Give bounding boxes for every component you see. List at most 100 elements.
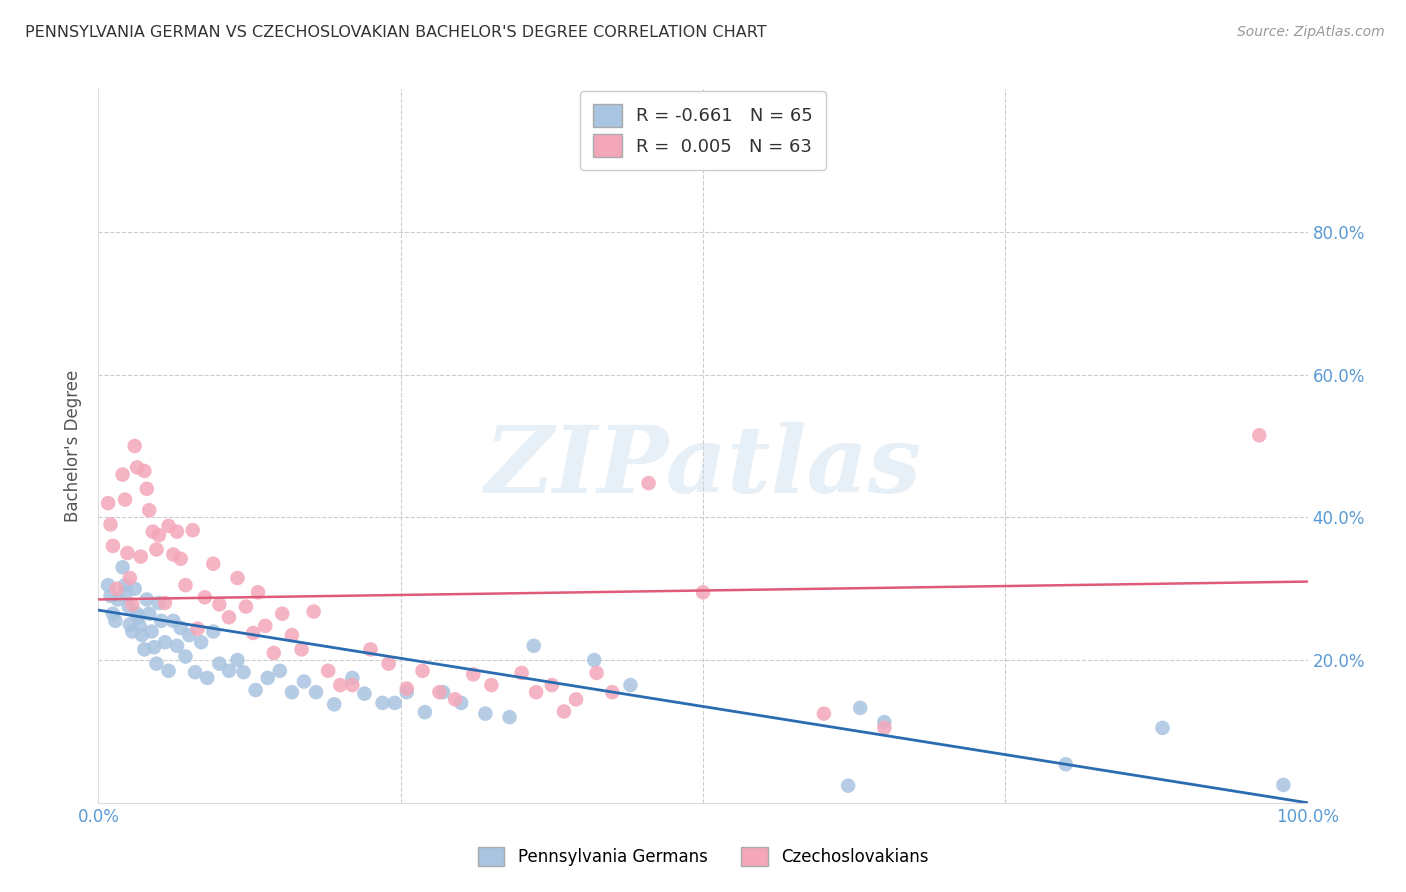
Point — [235, 599, 257, 614]
Point — [218, 610, 240, 624]
Point — [269, 664, 291, 678]
Point — [208, 657, 231, 671]
Point — [153, 596, 176, 610]
Point — [166, 639, 188, 653]
Point — [263, 646, 285, 660]
Point — [232, 665, 254, 680]
Point — [450, 696, 472, 710]
Point — [121, 598, 143, 612]
Point — [124, 582, 146, 596]
Point — [1249, 428, 1271, 442]
Point — [145, 542, 167, 557]
Point — [157, 519, 180, 533]
Point — [1054, 757, 1077, 772]
Point — [121, 624, 143, 639]
Point — [524, 685, 547, 699]
Point — [117, 546, 139, 560]
Point — [377, 657, 399, 671]
Point — [129, 549, 152, 564]
Point — [208, 598, 231, 612]
Point — [395, 681, 418, 696]
Point — [104, 614, 127, 628]
Point — [118, 599, 141, 614]
Point — [131, 628, 153, 642]
Point — [174, 578, 197, 592]
Point — [118, 571, 141, 585]
Point — [281, 628, 304, 642]
Point — [290, 642, 312, 657]
Point — [138, 503, 160, 517]
Point — [1272, 778, 1295, 792]
Point — [540, 678, 562, 692]
Point — [510, 665, 533, 680]
Point — [169, 621, 191, 635]
Text: PENNSYLVANIA GERMAN VS CZECHOSLOVAKIAN BACHELOR'S DEGREE CORRELATION CHART: PENNSYLVANIA GERMAN VS CZECHOSLOVAKIAN B… — [25, 25, 766, 40]
Point — [247, 585, 270, 599]
Point — [184, 665, 207, 680]
Point — [360, 642, 382, 657]
Point — [371, 696, 394, 710]
Point — [101, 607, 124, 621]
Point — [583, 653, 606, 667]
Point — [498, 710, 520, 724]
Point — [187, 622, 209, 636]
Point — [813, 706, 835, 721]
Legend: Pennsylvania Germans, Czechoslovakians: Pennsylvania Germans, Czechoslovakians — [471, 840, 935, 873]
Point — [118, 617, 141, 632]
Point — [127, 460, 149, 475]
Point — [329, 678, 352, 692]
Point — [138, 607, 160, 621]
Point — [145, 657, 167, 671]
Point — [181, 523, 204, 537]
Point — [143, 640, 166, 655]
Point — [111, 467, 134, 482]
Point — [128, 619, 150, 633]
Point — [565, 692, 588, 706]
Point — [226, 571, 249, 585]
Point — [429, 685, 451, 699]
Point — [281, 685, 304, 699]
Point — [474, 706, 496, 721]
Point — [134, 464, 156, 478]
Point — [148, 528, 170, 542]
Point — [323, 698, 346, 712]
Point — [226, 653, 249, 667]
Legend: R = -0.661   N = 65, R =  0.005   N = 63: R = -0.661 N = 65, R = 0.005 N = 63 — [581, 91, 825, 170]
Point — [127, 607, 149, 621]
Point — [837, 779, 859, 793]
Point — [141, 624, 163, 639]
Point — [100, 589, 122, 603]
Point — [585, 665, 607, 680]
Point — [97, 496, 120, 510]
Point — [292, 674, 315, 689]
Point — [135, 482, 157, 496]
Point — [637, 476, 659, 491]
Point — [411, 664, 433, 678]
Point — [150, 614, 173, 628]
Point — [134, 642, 156, 657]
Point — [142, 524, 165, 539]
Point — [162, 614, 184, 628]
Point — [162, 548, 184, 562]
Point — [202, 557, 225, 571]
Point — [97, 578, 120, 592]
Point — [174, 649, 197, 664]
Point — [413, 705, 436, 719]
Point — [169, 551, 191, 566]
Point — [100, 517, 122, 532]
Point — [218, 664, 240, 678]
Point — [384, 696, 406, 710]
Point — [302, 605, 325, 619]
Point — [873, 721, 896, 735]
Point — [444, 692, 467, 706]
Point — [195, 671, 218, 685]
Point — [111, 560, 134, 574]
Point — [127, 610, 149, 624]
Point — [115, 585, 138, 599]
Point — [1152, 721, 1174, 735]
Point — [135, 592, 157, 607]
Y-axis label: Bachelor's Degree: Bachelor's Degree — [65, 370, 83, 522]
Point — [202, 624, 225, 639]
Point — [114, 492, 136, 507]
Point — [395, 685, 418, 699]
